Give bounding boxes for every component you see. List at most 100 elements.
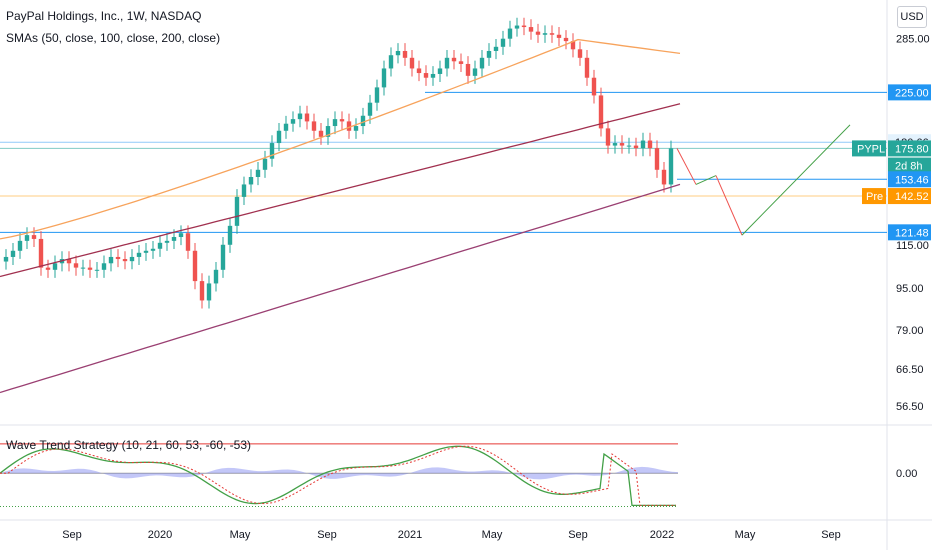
price-tag bbox=[888, 84, 931, 101]
candle-body bbox=[367, 102, 373, 116]
candle-body bbox=[640, 140, 646, 149]
candle-body bbox=[360, 115, 366, 127]
candle-body bbox=[514, 25, 520, 29]
ticker-tag-label: PYPL bbox=[857, 143, 885, 155]
time-axis-label: Sep bbox=[62, 529, 82, 541]
candle-body bbox=[374, 87, 380, 103]
oscillator-axis-label: 0.00 bbox=[896, 468, 917, 480]
candle-body bbox=[388, 55, 394, 69]
candle-body bbox=[486, 50, 492, 58]
chart-title: PayPal Holdings, Inc., 1W, NASDAQ bbox=[6, 9, 202, 23]
time-axis-label: 2021 bbox=[398, 529, 422, 541]
candle-body bbox=[619, 143, 625, 146]
candle-body bbox=[38, 238, 44, 268]
projection-segment bbox=[715, 175, 743, 236]
price-tick-label: 95.00 bbox=[896, 283, 924, 295]
candle-body bbox=[395, 50, 401, 56]
candle-body bbox=[556, 34, 562, 38]
candle-body bbox=[66, 259, 72, 264]
candle-body bbox=[563, 37, 569, 42]
time-axis-label: Sep bbox=[821, 529, 841, 541]
candle-body bbox=[255, 169, 261, 178]
price-tag bbox=[888, 140, 931, 157]
price-tag-label: 153.46 bbox=[895, 174, 929, 186]
price-tag-label: 225.00 bbox=[895, 87, 929, 99]
candle-body bbox=[248, 177, 254, 185]
candle-body bbox=[549, 33, 555, 35]
candle-body bbox=[31, 235, 37, 239]
candle-body bbox=[542, 33, 548, 35]
sma-50-line bbox=[0, 38, 681, 240]
candle-body bbox=[591, 77, 597, 96]
candle-body bbox=[423, 73, 429, 78]
candle-body bbox=[17, 240, 23, 251]
price-tag-label: 175.80 bbox=[895, 143, 929, 155]
candle-body bbox=[290, 119, 296, 124]
projection-segment bbox=[676, 148, 697, 185]
candle-body bbox=[304, 113, 310, 122]
candle-body bbox=[87, 267, 93, 270]
candle-body bbox=[178, 233, 184, 238]
price-tick-label: 79.00 bbox=[896, 325, 924, 337]
sma-indicator-label[interactable]: SMAs (50, close, 100, close, 200, close) bbox=[6, 31, 221, 45]
candle-body bbox=[570, 41, 576, 50]
time-axis-label: 2020 bbox=[148, 529, 172, 541]
candle-body bbox=[535, 31, 541, 35]
candle-body bbox=[101, 263, 107, 270]
price-tag bbox=[888, 224, 931, 241]
time-axis-label: May bbox=[735, 529, 756, 541]
candle-body bbox=[458, 61, 464, 64]
candle-body bbox=[353, 126, 359, 131]
price-tick-label: 115.00 bbox=[896, 240, 929, 252]
candle-body bbox=[605, 128, 611, 146]
candle-body bbox=[633, 145, 639, 149]
time-axis-label: Sep bbox=[568, 529, 588, 541]
candle-body bbox=[73, 263, 79, 268]
candle-body bbox=[220, 244, 226, 270]
currency-button[interactable]: USD bbox=[897, 6, 927, 28]
candle-body bbox=[381, 68, 387, 88]
candle-body bbox=[45, 267, 51, 270]
price-tag-label: 121.48 bbox=[895, 227, 929, 239]
candle-body bbox=[430, 73, 436, 78]
candle-body bbox=[241, 184, 247, 197]
time-axis-label: May bbox=[230, 529, 251, 541]
price-tag bbox=[888, 171, 931, 188]
price-tick-label: 56.50 bbox=[896, 401, 924, 413]
time-axis-label: 2022 bbox=[650, 529, 674, 541]
candle-body bbox=[143, 250, 149, 253]
candle-body bbox=[227, 225, 233, 245]
projection-segment bbox=[741, 124, 851, 236]
candle-body bbox=[584, 57, 590, 78]
candle-body bbox=[416, 68, 422, 74]
candle-body bbox=[108, 256, 114, 264]
oscillator-histogram bbox=[0, 466, 678, 480]
candle-body bbox=[276, 130, 282, 144]
candle-body bbox=[507, 28, 513, 39]
candle-body bbox=[185, 233, 191, 251]
time-axis-label: Sep bbox=[317, 529, 337, 541]
oscillator-label[interactable]: Wave Trend Strategy (10, 21, 60, 53, -60… bbox=[6, 438, 252, 452]
candle-body bbox=[626, 145, 632, 147]
candle-body bbox=[171, 237, 177, 241]
candle-body bbox=[346, 121, 352, 131]
candle-body bbox=[150, 248, 156, 251]
projection-segment bbox=[695, 175, 717, 185]
candle-body bbox=[521, 25, 527, 28]
candle-body bbox=[24, 235, 30, 241]
candle-body bbox=[262, 158, 268, 170]
candle-body bbox=[297, 113, 303, 120]
candle-body bbox=[339, 119, 345, 122]
price-tag bbox=[888, 157, 931, 174]
candle-body bbox=[157, 242, 163, 249]
candle-body bbox=[3, 256, 9, 262]
candle-body bbox=[136, 252, 142, 257]
candle-body bbox=[199, 281, 205, 301]
price-tag-label: 142.52 bbox=[895, 191, 929, 203]
candle-body bbox=[598, 95, 604, 129]
candle-body bbox=[122, 259, 128, 262]
candle-body bbox=[444, 57, 450, 69]
candle-body bbox=[654, 148, 660, 170]
candle-body bbox=[129, 256, 135, 262]
candle-body bbox=[409, 57, 415, 69]
